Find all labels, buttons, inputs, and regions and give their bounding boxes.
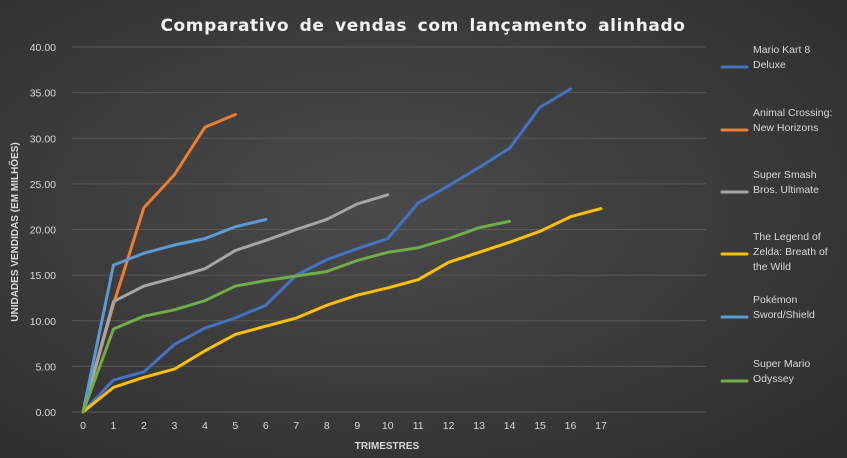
series-line-2 <box>81 193 390 414</box>
legend-entry-4: Pokémon <box>753 294 798 306</box>
legend-entry-3: The Legend of <box>753 231 821 243</box>
legend-entry-2: Bros. Ultimate <box>753 184 819 196</box>
x-tick-label: 0 <box>80 420 86 432</box>
legend-entry-2: Super Smash <box>753 169 817 181</box>
x-tick-label: 14 <box>504 420 516 432</box>
x-axis-ticks: 0 1 2 3 4 5 6 7 8 9 10 11 12 13 14 15 16 17 <box>80 420 607 432</box>
series-lines <box>81 87 603 414</box>
y-axis-ticks: 0.00 5.00 10.00 15.00 20.00 25.00 30.00 35.00 40… <box>30 42 56 419</box>
y-tick-label: 35.00 <box>30 88 56 100</box>
legend-entry-1: Animal Crossing: <box>753 107 832 119</box>
legend-entry-0: Deluxe <box>753 59 786 71</box>
x-tick-label: 1 <box>111 420 117 432</box>
legend-entry-4: Sword/Shield <box>753 309 815 321</box>
y-tick-label: 0.00 <box>36 407 57 419</box>
x-tick-label: 3 <box>171 420 177 432</box>
x-tick-label: 9 <box>354 420 360 432</box>
y-tick-label: 10.00 <box>30 316 56 328</box>
x-tick-label: 12 <box>443 420 455 432</box>
x-tick-label: 13 <box>473 420 485 432</box>
x-tick-label: 6 <box>263 420 269 432</box>
series-line-4 <box>81 217 268 414</box>
x-tick-label: 16 <box>565 420 577 432</box>
legend-entry-1: New Horizons <box>753 122 818 134</box>
y-tick-label: 30.00 <box>30 133 56 145</box>
x-tick-label: 4 <box>202 420 208 432</box>
legend-entry-3: Zelda: Breath of <box>753 246 828 258</box>
chart-title: Comparativo de vendas com lançamento ali… <box>160 16 685 36</box>
gridlines <box>72 46 706 413</box>
x-tick-label: 8 <box>324 420 330 432</box>
legend: Mario Kart 8 Deluxe Animal Crossing: New Ho… <box>720 44 832 385</box>
series-line-3 <box>81 207 603 414</box>
legend-entry-3: the Wild <box>753 261 791 273</box>
y-axis-title: UNIDADES VENDIDAS (EM MILHÕES) <box>8 142 21 321</box>
x-tick-label: 10 <box>382 420 394 432</box>
x-axis-title: TRIMESTRES <box>355 441 420 452</box>
series-line-5 <box>81 219 512 414</box>
x-tick-label: 15 <box>534 420 546 432</box>
legend-entry-5: Super Mario <box>753 358 810 370</box>
y-tick-label: 25.00 <box>30 179 56 191</box>
series-line-0 <box>81 87 573 414</box>
y-tick-label: 5.00 <box>36 361 57 373</box>
x-tick-label: 7 <box>293 420 299 432</box>
legend-entry-0: Mario Kart 8 <box>753 44 810 56</box>
y-tick-label: 20.00 <box>30 225 56 237</box>
x-tick-label: 17 <box>595 420 607 432</box>
x-tick-label: 2 <box>141 420 147 432</box>
y-tick-label: 40.00 <box>30 42 56 54</box>
x-tick-label: 11 <box>413 420 424 432</box>
x-tick-label: 5 <box>232 420 238 432</box>
legend-entry-5: Odyssey <box>753 373 795 385</box>
y-tick-label: 15.00 <box>30 270 56 282</box>
